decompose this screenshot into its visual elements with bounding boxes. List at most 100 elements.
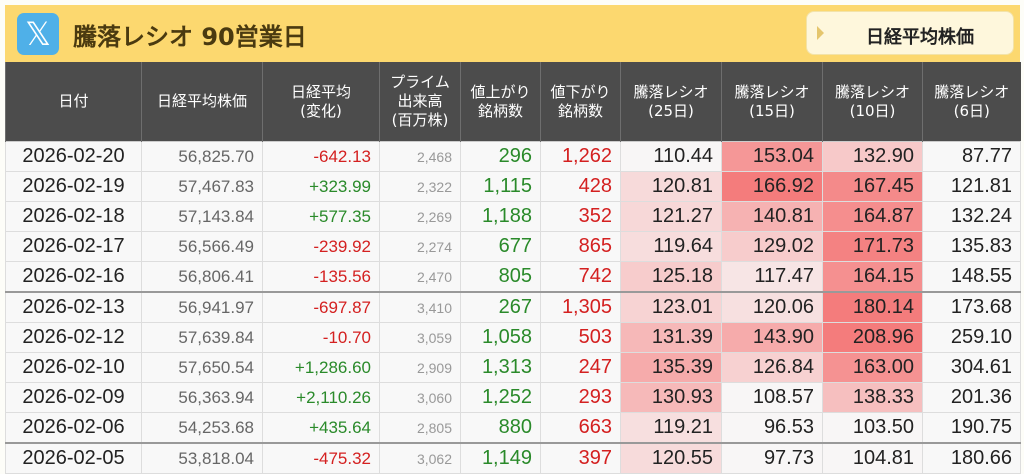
- nikkei-average-button[interactable]: 日経平均株価: [806, 11, 1014, 55]
- cell-r25: 119.21: [620, 412, 722, 444]
- cell-price: 56,825.70: [141, 141, 263, 172]
- cell-r15: 126.84: [721, 352, 823, 383]
- cell-r10: 132.90: [822, 141, 923, 172]
- cell-up: 267: [460, 291, 541, 323]
- cell-change: +2,110.26: [262, 382, 380, 413]
- cell-r15: 108.57: [721, 382, 823, 413]
- table-row: 2026-02-12 57,639.84 -10.70 3,059 1,058 503 13…: [5, 322, 1021, 353]
- cell-up: 677: [460, 231, 541, 262]
- cell-down: 397: [540, 442, 621, 474]
- cell-r10: 164.87: [822, 201, 923, 232]
- cell-r25: 130.93: [620, 382, 722, 413]
- cell-volume: 3,059: [379, 322, 461, 353]
- cell-price: 57,143.84: [141, 201, 263, 232]
- header-ratio-6d[interactable]: 騰落レシオ (6日): [922, 62, 1021, 142]
- cell-change: -475.32: [262, 442, 380, 474]
- cell-volume: 2,805: [379, 412, 461, 444]
- cell-r10: 138.33: [822, 382, 923, 413]
- cell-change: -135.56: [262, 261, 380, 293]
- cell-r6: 132.24: [922, 201, 1021, 232]
- cell-r15: 120.06: [721, 291, 823, 323]
- cell-change: +435.64: [262, 412, 380, 444]
- cell-price: 56,566.49: [141, 231, 263, 262]
- cell-r10: 180.14: [822, 291, 923, 323]
- cell-r10: 167.45: [822, 171, 923, 202]
- table-row: 2026-02-05 53,818.04 -475.32 3,062 1,149 397 1…: [5, 442, 1021, 474]
- cell-r6: 87.77: [922, 141, 1021, 172]
- cell-up: 880: [460, 412, 541, 444]
- cell-r25: 121.27: [620, 201, 722, 232]
- cell-up: 1,115: [460, 171, 541, 202]
- page-title: 騰落レシオ 90営業日: [73, 23, 307, 51]
- cell-r25: 135.39: [620, 352, 722, 383]
- cell-up: 1,313: [460, 352, 541, 383]
- cell-r15: 129.02: [721, 231, 823, 262]
- table-row: 2026-02-20 56,825.70 -642.13 2,468 296 1,262 1…: [5, 141, 1021, 172]
- play-arrow-icon: [817, 26, 824, 40]
- cell-down: 503: [540, 322, 621, 353]
- header-price[interactable]: 日経平均株価: [141, 62, 263, 142]
- header-date[interactable]: 日付: [5, 62, 142, 142]
- cell-down: 352: [540, 201, 621, 232]
- cell-date: 2026-02-20: [5, 141, 142, 172]
- cell-r6: 259.10: [922, 322, 1021, 353]
- cell-volume: 2,470: [379, 261, 461, 293]
- title-banner: 𝕏 騰落レシオ 90営業日 日経平均株価: [5, 5, 1020, 62]
- cell-date: 2026-02-10: [5, 352, 142, 383]
- cell-change: -642.13: [262, 141, 380, 172]
- cell-volume: 2,322: [379, 171, 461, 202]
- cell-up: 1,149: [460, 442, 541, 474]
- cell-price: 57,467.83: [141, 171, 263, 202]
- cell-price: 56,806.41: [141, 261, 263, 293]
- cell-change: -239.92: [262, 231, 380, 262]
- cell-price: 56,363.94: [141, 382, 263, 413]
- table-row: 2026-02-13 56,941.97 -697.87 3,410 267 1,305 1…: [5, 291, 1021, 323]
- cell-date: 2026-02-19: [5, 171, 142, 202]
- cell-r25: 110.44: [620, 141, 722, 172]
- header-decliners[interactable]: 値下がり 銘柄数: [540, 62, 621, 142]
- header-volume[interactable]: プライム 出来高 (百万株): [379, 62, 461, 142]
- header-ratio-10d[interactable]: 騰落レシオ (10日): [822, 62, 923, 142]
- cell-date: 2026-02-16: [5, 261, 142, 293]
- cell-date: 2026-02-18: [5, 201, 142, 232]
- cell-volume: 2,269: [379, 201, 461, 232]
- table-row: 2026-02-18 57,143.84 +577.35 2,269 1,188 352 1…: [5, 201, 1021, 232]
- cell-r6: 304.61: [922, 352, 1021, 383]
- cell-r15: 143.90: [721, 322, 823, 353]
- cell-r25: 131.39: [620, 322, 722, 353]
- header-ratio-25d[interactable]: 騰落レシオ (25日): [620, 62, 722, 142]
- cell-up: 1,058: [460, 322, 541, 353]
- cell-change: -10.70: [262, 322, 380, 353]
- header-ratio-15d[interactable]: 騰落レシオ (15日): [721, 62, 823, 142]
- cell-down: 1,262: [540, 141, 621, 172]
- table-row: 2026-02-10 57,650.54 +1,286.60 2,909 1,313 24…: [5, 352, 1021, 383]
- table-row: 2026-02-16 56,806.41 -135.56 2,470 805 742 125…: [5, 261, 1021, 293]
- cell-volume: 2,468: [379, 141, 461, 172]
- cell-r10: 208.96: [822, 322, 923, 353]
- cell-change: +1,286.60: [262, 352, 380, 383]
- cell-up: 1,252: [460, 382, 541, 413]
- cell-date: 2026-02-12: [5, 322, 142, 353]
- cell-r10: 171.73: [822, 231, 923, 262]
- cell-change: +323.99: [262, 171, 380, 202]
- cell-down: 742: [540, 261, 621, 293]
- header-advancers[interactable]: 値上がり 銘柄数: [460, 62, 541, 142]
- cell-down: 247: [540, 352, 621, 383]
- cell-r25: 120.81: [620, 171, 722, 202]
- cell-r15: 117.47: [721, 261, 823, 293]
- cell-down: 428: [540, 171, 621, 202]
- cell-price: 53,818.04: [141, 442, 263, 474]
- cell-date: 2026-02-17: [5, 231, 142, 262]
- header-change[interactable]: 日経平均 (変化): [262, 62, 380, 142]
- cell-volume: 3,410: [379, 291, 461, 323]
- cell-date: 2026-02-05: [5, 442, 142, 474]
- cell-price: 56,941.97: [141, 291, 263, 323]
- cell-r10: 163.00: [822, 352, 923, 383]
- cell-r6: 135.83: [922, 231, 1021, 262]
- cell-volume: 3,062: [379, 442, 461, 474]
- cell-down: 663: [540, 412, 621, 444]
- x-logo-icon[interactable]: 𝕏: [17, 13, 59, 55]
- cell-down: 865: [540, 231, 621, 262]
- cell-r15: 166.92: [721, 171, 823, 202]
- cell-date: 2026-02-09: [5, 382, 142, 413]
